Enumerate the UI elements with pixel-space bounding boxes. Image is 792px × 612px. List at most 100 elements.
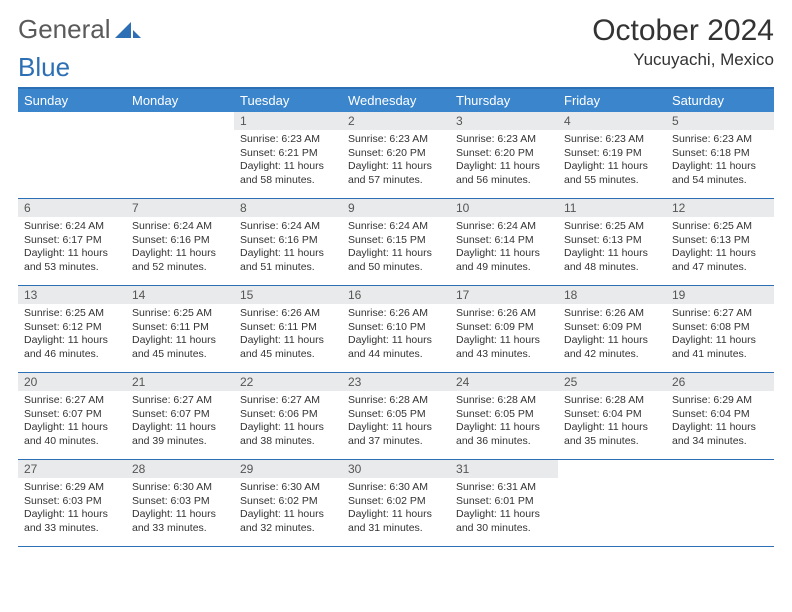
day-cell	[558, 460, 666, 546]
day-details: Sunrise: 6:24 AMSunset: 6:15 PMDaylight:…	[342, 217, 450, 279]
day-cell: 23Sunrise: 6:28 AMSunset: 6:05 PMDayligh…	[342, 373, 450, 459]
day-number: 17	[450, 286, 558, 304]
day-details: Sunrise: 6:24 AMSunset: 6:17 PMDaylight:…	[18, 217, 126, 279]
day-number: 21	[126, 373, 234, 391]
day-number: 20	[18, 373, 126, 391]
day-cell: 4Sunrise: 6:23 AMSunset: 6:19 PMDaylight…	[558, 112, 666, 198]
logo: General	[18, 14, 141, 45]
day-cell: 26Sunrise: 6:29 AMSunset: 6:04 PMDayligh…	[666, 373, 774, 459]
logo-text-a: General	[18, 14, 111, 45]
day-cell: 20Sunrise: 6:27 AMSunset: 6:07 PMDayligh…	[18, 373, 126, 459]
day-number: 2	[342, 112, 450, 130]
day-cell: 24Sunrise: 6:28 AMSunset: 6:05 PMDayligh…	[450, 373, 558, 459]
day-details: Sunrise: 6:23 AMSunset: 6:20 PMDaylight:…	[342, 130, 450, 192]
day-details: Sunrise: 6:28 AMSunset: 6:05 PMDaylight:…	[450, 391, 558, 453]
day-cell: 1Sunrise: 6:23 AMSunset: 6:21 PMDaylight…	[234, 112, 342, 198]
day-number: 15	[234, 286, 342, 304]
day-number: 8	[234, 199, 342, 217]
day-number	[18, 112, 126, 130]
day-details	[126, 130, 234, 137]
day-number	[666, 460, 774, 478]
day-cell	[18, 112, 126, 198]
day-cell: 5Sunrise: 6:23 AMSunset: 6:18 PMDaylight…	[666, 112, 774, 198]
day-cell: 19Sunrise: 6:27 AMSunset: 6:08 PMDayligh…	[666, 286, 774, 372]
day-header-cell: Sunday	[18, 89, 126, 112]
day-cell: 29Sunrise: 6:30 AMSunset: 6:02 PMDayligh…	[234, 460, 342, 546]
day-header-cell: Friday	[558, 89, 666, 112]
day-cell: 28Sunrise: 6:30 AMSunset: 6:03 PMDayligh…	[126, 460, 234, 546]
day-details: Sunrise: 6:27 AMSunset: 6:07 PMDaylight:…	[18, 391, 126, 453]
day-number: 19	[666, 286, 774, 304]
day-cell: 15Sunrise: 6:26 AMSunset: 6:11 PMDayligh…	[234, 286, 342, 372]
day-header-cell: Thursday	[450, 89, 558, 112]
week-row: 13Sunrise: 6:25 AMSunset: 6:12 PMDayligh…	[18, 286, 774, 373]
calendar: SundayMondayTuesdayWednesdayThursdayFrid…	[18, 87, 774, 547]
day-details: Sunrise: 6:26 AMSunset: 6:10 PMDaylight:…	[342, 304, 450, 366]
day-number: 5	[666, 112, 774, 130]
day-details: Sunrise: 6:26 AMSunset: 6:09 PMDaylight:…	[450, 304, 558, 366]
day-details: Sunrise: 6:26 AMSunset: 6:09 PMDaylight:…	[558, 304, 666, 366]
day-number: 16	[342, 286, 450, 304]
day-cell: 8Sunrise: 6:24 AMSunset: 6:16 PMDaylight…	[234, 199, 342, 285]
day-number: 3	[450, 112, 558, 130]
week-row: 1Sunrise: 6:23 AMSunset: 6:21 PMDaylight…	[18, 112, 774, 199]
logo-sub: Blue	[18, 52, 774, 83]
day-header-cell: Tuesday	[234, 89, 342, 112]
day-details: Sunrise: 6:24 AMSunset: 6:14 PMDaylight:…	[450, 217, 558, 279]
day-details: Sunrise: 6:25 AMSunset: 6:13 PMDaylight:…	[558, 217, 666, 279]
day-number: 14	[126, 286, 234, 304]
day-number: 18	[558, 286, 666, 304]
day-cell: 14Sunrise: 6:25 AMSunset: 6:11 PMDayligh…	[126, 286, 234, 372]
day-number: 6	[18, 199, 126, 217]
day-number: 23	[342, 373, 450, 391]
week-row: 20Sunrise: 6:27 AMSunset: 6:07 PMDayligh…	[18, 373, 774, 460]
day-number: 26	[666, 373, 774, 391]
day-cell: 13Sunrise: 6:25 AMSunset: 6:12 PMDayligh…	[18, 286, 126, 372]
day-header-cell: Wednesday	[342, 89, 450, 112]
logo-text-b: Blue	[18, 52, 70, 82]
day-details: Sunrise: 6:23 AMSunset: 6:21 PMDaylight:…	[234, 130, 342, 192]
day-cell: 7Sunrise: 6:24 AMSunset: 6:16 PMDaylight…	[126, 199, 234, 285]
day-cell: 18Sunrise: 6:26 AMSunset: 6:09 PMDayligh…	[558, 286, 666, 372]
day-number: 28	[126, 460, 234, 478]
day-cell: 17Sunrise: 6:26 AMSunset: 6:09 PMDayligh…	[450, 286, 558, 372]
day-details: Sunrise: 6:30 AMSunset: 6:03 PMDaylight:…	[126, 478, 234, 540]
day-cell	[666, 460, 774, 546]
day-details: Sunrise: 6:27 AMSunset: 6:06 PMDaylight:…	[234, 391, 342, 453]
day-details	[18, 130, 126, 137]
page-title: October 2024	[592, 14, 774, 48]
day-cell	[126, 112, 234, 198]
day-number: 24	[450, 373, 558, 391]
day-details: Sunrise: 6:31 AMSunset: 6:01 PMDaylight:…	[450, 478, 558, 540]
day-details: Sunrise: 6:30 AMSunset: 6:02 PMDaylight:…	[342, 478, 450, 540]
day-details: Sunrise: 6:23 AMSunset: 6:19 PMDaylight:…	[558, 130, 666, 192]
logo-sail-icon	[115, 20, 141, 40]
day-details: Sunrise: 6:30 AMSunset: 6:02 PMDaylight:…	[234, 478, 342, 540]
day-details	[558, 478, 666, 485]
day-cell: 3Sunrise: 6:23 AMSunset: 6:20 PMDaylight…	[450, 112, 558, 198]
week-row: 6Sunrise: 6:24 AMSunset: 6:17 PMDaylight…	[18, 199, 774, 286]
day-cell: 12Sunrise: 6:25 AMSunset: 6:13 PMDayligh…	[666, 199, 774, 285]
day-number: 11	[558, 199, 666, 217]
day-cell: 31Sunrise: 6:31 AMSunset: 6:01 PMDayligh…	[450, 460, 558, 546]
day-number: 31	[450, 460, 558, 478]
day-number: 13	[18, 286, 126, 304]
day-cell: 22Sunrise: 6:27 AMSunset: 6:06 PMDayligh…	[234, 373, 342, 459]
day-details: Sunrise: 6:24 AMSunset: 6:16 PMDaylight:…	[126, 217, 234, 279]
week-row: 27Sunrise: 6:29 AMSunset: 6:03 PMDayligh…	[18, 460, 774, 547]
day-details: Sunrise: 6:28 AMSunset: 6:04 PMDaylight:…	[558, 391, 666, 453]
day-details: Sunrise: 6:23 AMSunset: 6:20 PMDaylight:…	[450, 130, 558, 192]
day-number: 27	[18, 460, 126, 478]
day-number: 22	[234, 373, 342, 391]
day-cell: 6Sunrise: 6:24 AMSunset: 6:17 PMDaylight…	[18, 199, 126, 285]
day-number: 1	[234, 112, 342, 130]
day-details: Sunrise: 6:25 AMSunset: 6:11 PMDaylight:…	[126, 304, 234, 366]
day-number: 7	[126, 199, 234, 217]
day-number: 10	[450, 199, 558, 217]
day-number: 9	[342, 199, 450, 217]
day-cell: 25Sunrise: 6:28 AMSunset: 6:04 PMDayligh…	[558, 373, 666, 459]
day-number: 12	[666, 199, 774, 217]
day-number: 29	[234, 460, 342, 478]
day-details: Sunrise: 6:23 AMSunset: 6:18 PMDaylight:…	[666, 130, 774, 192]
day-number: 25	[558, 373, 666, 391]
